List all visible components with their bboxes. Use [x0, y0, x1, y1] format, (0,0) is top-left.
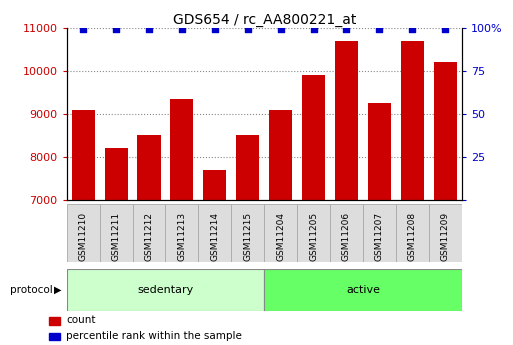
Bar — [100, 204, 132, 262]
Text: GSM11212: GSM11212 — [145, 212, 153, 262]
Bar — [165, 204, 199, 262]
Text: percentile rank within the sample: percentile rank within the sample — [66, 331, 242, 341]
Title: GDS654 / rc_AA800221_at: GDS654 / rc_AA800221_at — [172, 12, 356, 27]
Bar — [368, 103, 391, 345]
Bar — [401, 41, 424, 345]
Bar — [49, 317, 60, 325]
Point — [79, 27, 87, 32]
Text: GSM11206: GSM11206 — [342, 212, 351, 262]
Bar — [67, 204, 100, 262]
Bar — [297, 204, 330, 262]
Bar — [264, 204, 297, 262]
Bar — [199, 204, 231, 262]
Point — [244, 27, 252, 32]
Point — [376, 27, 384, 32]
Bar — [231, 204, 264, 262]
Bar — [67, 269, 264, 310]
Bar — [433, 62, 457, 345]
Bar — [330, 204, 363, 262]
Bar — [72, 110, 95, 345]
Bar — [170, 99, 193, 345]
Bar — [132, 204, 165, 262]
Text: ▶: ▶ — [54, 285, 62, 295]
Bar — [264, 269, 462, 310]
Point — [211, 27, 219, 32]
Text: GSM11211: GSM11211 — [111, 212, 121, 262]
Bar — [429, 204, 462, 262]
Bar — [49, 333, 60, 340]
Point — [408, 27, 417, 32]
Text: GSM11214: GSM11214 — [210, 212, 220, 262]
Text: count: count — [66, 315, 96, 325]
Point — [277, 27, 285, 32]
Point — [112, 27, 120, 32]
Text: sedentary: sedentary — [137, 285, 193, 295]
Text: GSM11213: GSM11213 — [177, 212, 186, 262]
Point — [342, 27, 350, 32]
Point — [145, 27, 153, 32]
Bar — [236, 135, 259, 345]
Text: GSM11209: GSM11209 — [441, 212, 450, 262]
Bar — [363, 204, 396, 262]
Bar — [203, 170, 226, 345]
Text: GSM11207: GSM11207 — [375, 212, 384, 262]
Bar — [396, 204, 429, 262]
Bar — [335, 41, 358, 345]
Text: GSM11208: GSM11208 — [408, 212, 417, 262]
Point — [441, 27, 449, 32]
Point — [178, 27, 186, 32]
Bar — [137, 135, 161, 345]
Bar — [302, 75, 325, 345]
Text: active: active — [346, 285, 380, 295]
Text: GSM11204: GSM11204 — [276, 212, 285, 262]
Bar — [269, 110, 292, 345]
Bar — [105, 148, 128, 345]
Text: GSM11215: GSM11215 — [243, 212, 252, 262]
Point — [309, 27, 318, 32]
Text: GSM11205: GSM11205 — [309, 212, 318, 262]
Text: GSM11210: GSM11210 — [78, 212, 88, 262]
Text: protocol: protocol — [10, 285, 53, 295]
